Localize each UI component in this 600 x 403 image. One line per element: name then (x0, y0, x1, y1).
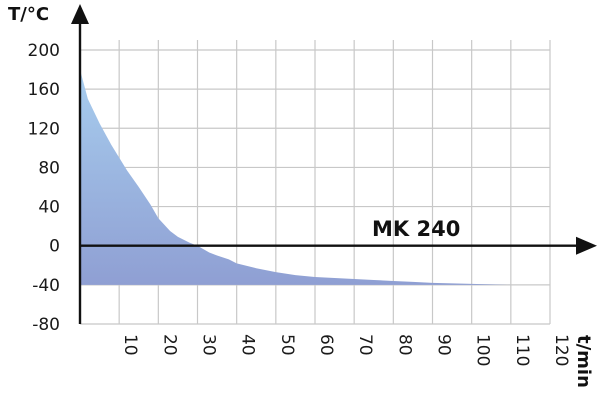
x-tick-label-80: 80 (394, 334, 414, 356)
x-axis-title: t/min (573, 335, 594, 388)
y-tick-label--80: -80 (32, 315, 60, 335)
x-tick-label-30: 30 (199, 334, 219, 356)
axes (71, 4, 597, 324)
y-tick-label--40: -40 (32, 276, 60, 296)
x-tick-label-100: 100 (473, 334, 493, 366)
tick-labels: 10 20 30 40 50 60 70 80 90 100 110 120 200 160 120 80 40… (28, 41, 571, 366)
x-tick-label-50: 50 (277, 334, 297, 356)
series-label: MK 240 (372, 217, 460, 241)
y-tick-label-80: 80 (38, 158, 60, 178)
temperature-area (80, 69, 511, 285)
x-tick-label-90: 90 (434, 334, 454, 356)
x-tick-label-120: 120 (551, 334, 571, 366)
y-tick-label-160: 160 (28, 80, 60, 100)
y-tick-label-200: 200 (28, 41, 60, 61)
y-axis-arrow (71, 4, 89, 24)
y-tick-label-0: 0 (49, 237, 60, 257)
x-tick-label-70: 70 (355, 334, 375, 356)
x-tick-label-20: 20 (159, 334, 179, 356)
x-tick-label-110: 110 (512, 334, 532, 366)
x-tick-label-40: 40 (238, 334, 258, 356)
area-layer (80, 69, 511, 285)
x-tick-label-10: 10 (120, 334, 140, 356)
x-tick-label-60: 60 (316, 334, 336, 356)
y-axis-title: T/°C (8, 4, 49, 25)
x-axis-arrow (576, 236, 597, 255)
y-tick-label-120: 120 (28, 119, 60, 139)
y-tick-label-40: 40 (38, 198, 60, 218)
